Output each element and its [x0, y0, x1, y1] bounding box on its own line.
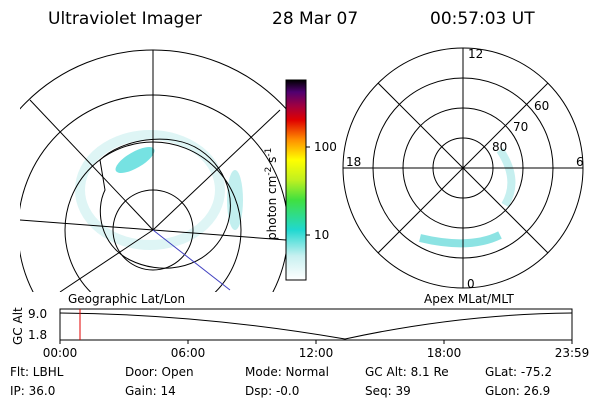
mlat-label: 80 — [492, 140, 507, 154]
timeline-axis: GC Alt — [11, 307, 25, 345]
mlt-label: 12 — [468, 47, 483, 61]
instrument: Ultraviolet Imager — [48, 9, 202, 29]
info: Gain: 14 — [125, 384, 176, 398]
time: 00:57:03 UT — [430, 9, 535, 29]
polar-plot — [342, 47, 584, 289]
left-label: Geographic Lat/Lon — [68, 292, 185, 306]
timeline-ytick: 1.8 — [28, 328, 47, 342]
x-tick-label: 18:00 — [427, 346, 462, 360]
mlat-label: 60 — [534, 99, 549, 113]
right-label: Apex MLat/MLT — [424, 292, 514, 306]
x-tick-label: 06:00 — [171, 346, 206, 360]
timeline — [59, 308, 573, 341]
colorbar-tick: 100 — [314, 140, 337, 154]
timeline-ytick: 9.0 — [28, 307, 47, 321]
info: IP: 36.0 — [10, 384, 55, 398]
colorbar-tick: 10 — [314, 228, 329, 242]
date: 28 Mar 07 — [272, 9, 358, 29]
footer: Flt: LBHL Door: Open Mode: Normal GC Alt: 8… — [10, 365, 552, 398]
info: GC Alt: 8.1 Re — [365, 365, 449, 379]
info: Seq: 39 — [365, 384, 411, 398]
x-tick-label: 23:59 — [555, 346, 590, 360]
info: Door: Open — [125, 365, 194, 379]
timeline-xticks: 00:00 06:00 12:00 18:00 23:59 — [43, 340, 590, 360]
info: Mode: Normal — [245, 365, 329, 379]
geo-map — [20, 49, 286, 292]
info: GLon: 26.9 — [485, 384, 550, 398]
altitude-curve — [59, 312, 573, 340]
colorbar — [285, 79, 307, 281]
mlat-label: 70 — [513, 120, 528, 134]
mlt-label: 0 — [467, 277, 475, 291]
info: Flt: LBHL — [10, 365, 64, 379]
mlt-label: 18 — [346, 155, 361, 169]
info: GLat: -75.2 — [485, 365, 552, 379]
x-tick-label: 00:00 — [43, 346, 78, 360]
mlt-label: 6 — [576, 155, 584, 169]
x-tick-label: 12:00 — [299, 346, 334, 360]
colorbar-unit: photon cm-2 s-1 — [264, 148, 279, 240]
info: Dsp: -0.0 — [245, 384, 299, 398]
